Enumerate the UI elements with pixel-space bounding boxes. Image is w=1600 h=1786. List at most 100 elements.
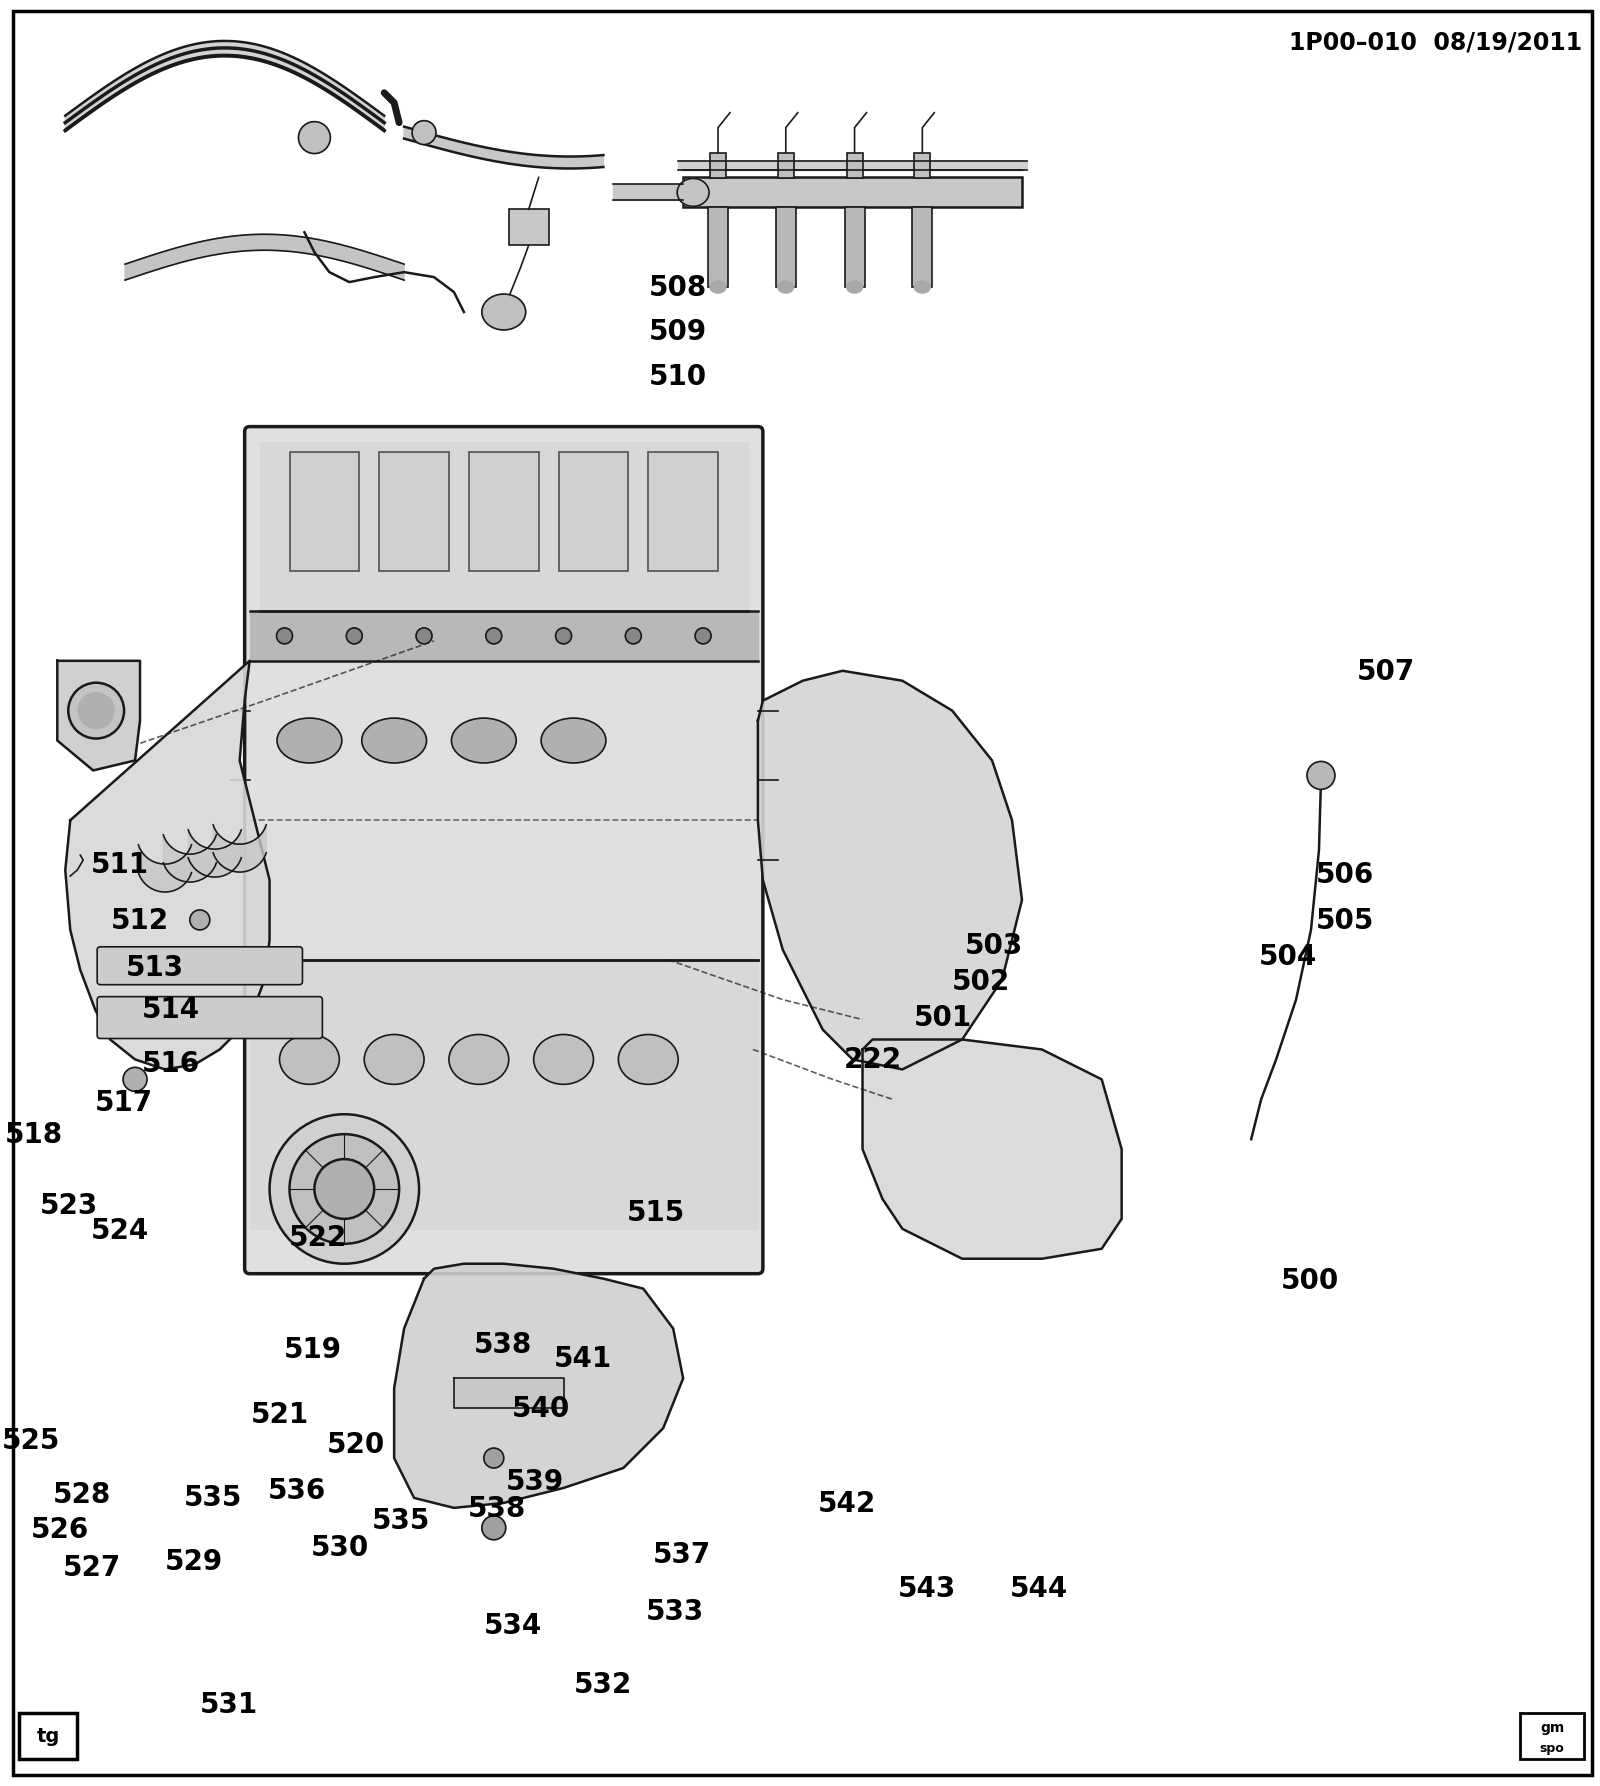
- Ellipse shape: [362, 718, 427, 763]
- Ellipse shape: [534, 1034, 594, 1084]
- Text: 503: 503: [965, 932, 1024, 961]
- Text: 535: 535: [371, 1507, 430, 1536]
- Text: 513: 513: [126, 954, 184, 982]
- Text: gm: gm: [1541, 1722, 1565, 1736]
- Text: 504: 504: [1258, 943, 1317, 972]
- Circle shape: [694, 629, 710, 645]
- Ellipse shape: [846, 280, 862, 293]
- Text: 516: 516: [142, 1050, 200, 1079]
- Polygon shape: [66, 41, 384, 130]
- Circle shape: [69, 682, 125, 739]
- Ellipse shape: [618, 1034, 678, 1084]
- Text: 530: 530: [312, 1534, 370, 1563]
- Bar: [709, 207, 728, 288]
- Ellipse shape: [677, 179, 709, 207]
- Circle shape: [486, 629, 502, 645]
- Polygon shape: [189, 832, 242, 875]
- Polygon shape: [758, 672, 1022, 1070]
- Text: 510: 510: [650, 363, 707, 391]
- Polygon shape: [613, 184, 683, 200]
- Circle shape: [269, 1114, 419, 1264]
- Text: 500: 500: [1280, 1266, 1339, 1295]
- Polygon shape: [250, 611, 758, 661]
- Polygon shape: [259, 441, 747, 611]
- Text: spo: spo: [1539, 1741, 1565, 1754]
- Circle shape: [78, 693, 114, 729]
- Text: 538: 538: [474, 1331, 533, 1359]
- Circle shape: [299, 121, 330, 154]
- Bar: [778, 152, 794, 179]
- Bar: [846, 152, 862, 179]
- Bar: [648, 452, 718, 572]
- Ellipse shape: [482, 295, 526, 330]
- Circle shape: [190, 909, 210, 931]
- Ellipse shape: [450, 1034, 509, 1084]
- Text: 518: 518: [5, 1122, 64, 1148]
- Text: 526: 526: [30, 1516, 90, 1545]
- Polygon shape: [394, 1264, 683, 1507]
- Text: 514: 514: [142, 997, 200, 1025]
- Text: 531: 531: [200, 1691, 258, 1718]
- Text: 502: 502: [952, 968, 1011, 997]
- Circle shape: [315, 1159, 374, 1218]
- Circle shape: [483, 1448, 504, 1468]
- Text: 509: 509: [650, 318, 707, 346]
- Text: 539: 539: [506, 1468, 563, 1497]
- Text: 529: 529: [165, 1548, 222, 1577]
- Text: 543: 543: [898, 1575, 957, 1604]
- Circle shape: [413, 121, 435, 145]
- Text: 519: 519: [285, 1336, 342, 1365]
- Text: 542: 542: [818, 1490, 877, 1518]
- Polygon shape: [66, 661, 269, 1070]
- Text: tg: tg: [37, 1727, 59, 1745]
- Ellipse shape: [365, 1034, 424, 1084]
- Text: 222: 222: [843, 1047, 902, 1075]
- Text: 536: 536: [269, 1477, 326, 1506]
- Text: 533: 533: [646, 1598, 704, 1625]
- Ellipse shape: [280, 1034, 339, 1084]
- Polygon shape: [250, 959, 758, 1229]
- Bar: [558, 452, 629, 572]
- FancyBboxPatch shape: [98, 947, 302, 984]
- Polygon shape: [405, 127, 603, 168]
- Polygon shape: [454, 1379, 563, 1407]
- Text: 538: 538: [467, 1495, 526, 1523]
- Text: 507: 507: [1357, 659, 1416, 686]
- Bar: [776, 207, 795, 288]
- Bar: [290, 452, 360, 572]
- Ellipse shape: [778, 280, 794, 293]
- Circle shape: [1307, 761, 1334, 789]
- Text: 521: 521: [251, 1400, 309, 1429]
- Bar: [845, 207, 864, 288]
- Text: 506: 506: [1315, 861, 1374, 889]
- Text: 540: 540: [512, 1395, 570, 1423]
- Text: 508: 508: [650, 273, 707, 302]
- Circle shape: [482, 1516, 506, 1540]
- Bar: [710, 152, 726, 179]
- Text: 537: 537: [653, 1541, 710, 1570]
- Circle shape: [555, 629, 571, 645]
- FancyBboxPatch shape: [245, 427, 763, 1273]
- Bar: [683, 177, 1022, 207]
- Text: 523: 523: [40, 1193, 98, 1220]
- Bar: [912, 207, 933, 288]
- Text: 512: 512: [110, 907, 168, 936]
- Ellipse shape: [277, 718, 342, 763]
- Circle shape: [277, 629, 293, 645]
- Ellipse shape: [541, 718, 606, 763]
- Text: 541: 541: [554, 1345, 611, 1373]
- Bar: [914, 152, 930, 179]
- Text: 1P00–010  08/19/2011: 1P00–010 08/19/2011: [1290, 30, 1582, 55]
- Text: 505: 505: [1315, 907, 1374, 936]
- FancyBboxPatch shape: [98, 997, 322, 1038]
- Text: 511: 511: [91, 850, 149, 879]
- Polygon shape: [163, 838, 216, 880]
- Circle shape: [346, 629, 362, 645]
- Polygon shape: [678, 161, 1027, 170]
- Text: 515: 515: [627, 1200, 685, 1227]
- Polygon shape: [125, 234, 405, 280]
- Ellipse shape: [451, 718, 517, 763]
- Circle shape: [626, 629, 642, 645]
- Bar: [1520, 1713, 1584, 1759]
- Text: 527: 527: [62, 1554, 120, 1582]
